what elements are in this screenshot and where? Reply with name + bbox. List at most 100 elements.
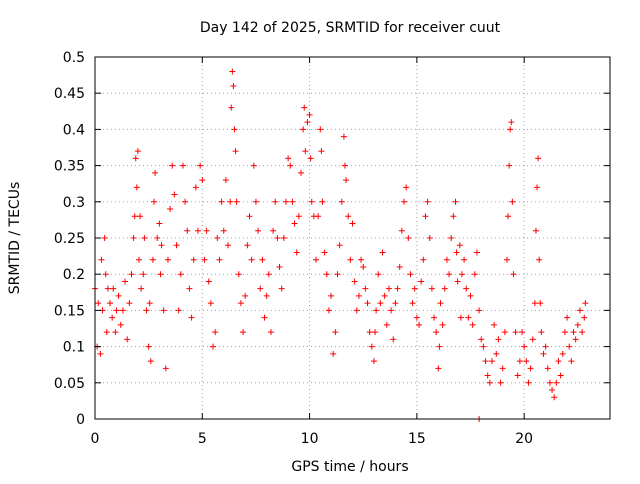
- data-point: [107, 300, 114, 307]
- x-tick-label: 20: [515, 431, 533, 447]
- data-point: [537, 300, 544, 307]
- data-point: [437, 300, 444, 307]
- data-point: [368, 343, 375, 350]
- data-point: [115, 292, 122, 299]
- data-point: [338, 198, 345, 205]
- data-point: [561, 329, 568, 336]
- data-point: [476, 307, 483, 314]
- data-point: [300, 126, 307, 133]
- data-point: [199, 177, 206, 184]
- data-point: [473, 249, 480, 256]
- data-point: [126, 300, 133, 307]
- data-point: [364, 300, 371, 307]
- data-point: [531, 300, 538, 307]
- data-point: [270, 227, 277, 234]
- data-point: [188, 314, 195, 321]
- data-point: [379, 249, 386, 256]
- data-point: [435, 365, 442, 372]
- data-point: [454, 278, 461, 285]
- data-point: [392, 300, 399, 307]
- data-point: [214, 235, 221, 241]
- data-point: [257, 285, 264, 292]
- data-point: [381, 292, 388, 299]
- data-point: [157, 271, 164, 278]
- x-tick-label: 0: [91, 431, 100, 447]
- data-point: [559, 350, 566, 357]
- data-point: [131, 213, 138, 220]
- data-point: [458, 271, 465, 278]
- data-point: [317, 126, 324, 133]
- data-point: [519, 329, 526, 336]
- data-point: [97, 350, 104, 357]
- x-tick-label: 10: [301, 431, 319, 447]
- y-tick-label: 0.35: [54, 159, 85, 175]
- data-point: [265, 271, 272, 278]
- data-point: [495, 336, 502, 343]
- data-point: [321, 249, 328, 256]
- data-point: [184, 227, 191, 234]
- data-point: [431, 314, 438, 321]
- data-point: [232, 148, 239, 155]
- data-point: [295, 213, 302, 220]
- data-point: [436, 343, 443, 350]
- y-tick-label: 0.45: [54, 86, 85, 102]
- data-point: [345, 213, 352, 220]
- data-point: [248, 256, 255, 263]
- data-point: [330, 350, 337, 357]
- y-tick-label: 0.3: [63, 195, 85, 211]
- data-point: [405, 235, 412, 241]
- data-point: [149, 256, 156, 263]
- data-point: [551, 394, 558, 401]
- data-point: [315, 213, 322, 220]
- y-tick-label: 0.15: [54, 303, 85, 319]
- y-tick-label: 0: [76, 412, 85, 428]
- data-point: [426, 235, 433, 241]
- data-point: [325, 307, 332, 314]
- data-point: [289, 198, 296, 205]
- data-point: [112, 329, 119, 336]
- data-point: [231, 126, 238, 133]
- data-point: [467, 292, 474, 299]
- data-point: [413, 314, 420, 321]
- data-point: [274, 235, 281, 241]
- y-tick-label: 0.4: [63, 122, 85, 138]
- data-point: [133, 184, 140, 191]
- data-point: [501, 329, 508, 336]
- data-point: [499, 365, 506, 372]
- data-point: [340, 133, 347, 140]
- data-point: [574, 321, 581, 328]
- data-point: [370, 358, 377, 365]
- data-point: [360, 263, 367, 270]
- data-point: [398, 227, 405, 234]
- data-point: [456, 242, 463, 249]
- x-axis-label: GPS time / hours: [291, 459, 408, 475]
- data-point: [103, 329, 110, 336]
- data-point: [512, 329, 519, 336]
- data-point: [237, 300, 244, 307]
- data-point: [95, 300, 102, 307]
- data-point: [301, 104, 308, 111]
- data-point: [298, 169, 304, 176]
- data-point: [175, 307, 182, 314]
- data-point: [252, 198, 259, 205]
- data-point: [453, 249, 460, 256]
- data-point: [377, 300, 384, 307]
- chart-title: Day 142 of 2025, SRMTID for receiver cuu…: [200, 20, 501, 36]
- data-point: [403, 184, 410, 191]
- data-point: [527, 365, 534, 372]
- data-point: [407, 271, 414, 278]
- data-point: [104, 285, 111, 292]
- y-tick-label: 0.5: [63, 50, 85, 66]
- data-point: [478, 336, 485, 343]
- data-point: [313, 256, 320, 263]
- data-point: [366, 329, 373, 336]
- data-point: [137, 213, 144, 220]
- data-point: [507, 126, 514, 133]
- data-point: [484, 372, 491, 379]
- data-point: [452, 198, 459, 205]
- data-point: [416, 321, 423, 328]
- data-point: [362, 285, 369, 292]
- y-tick-label: 0.25: [54, 231, 85, 247]
- data-point: [240, 329, 247, 336]
